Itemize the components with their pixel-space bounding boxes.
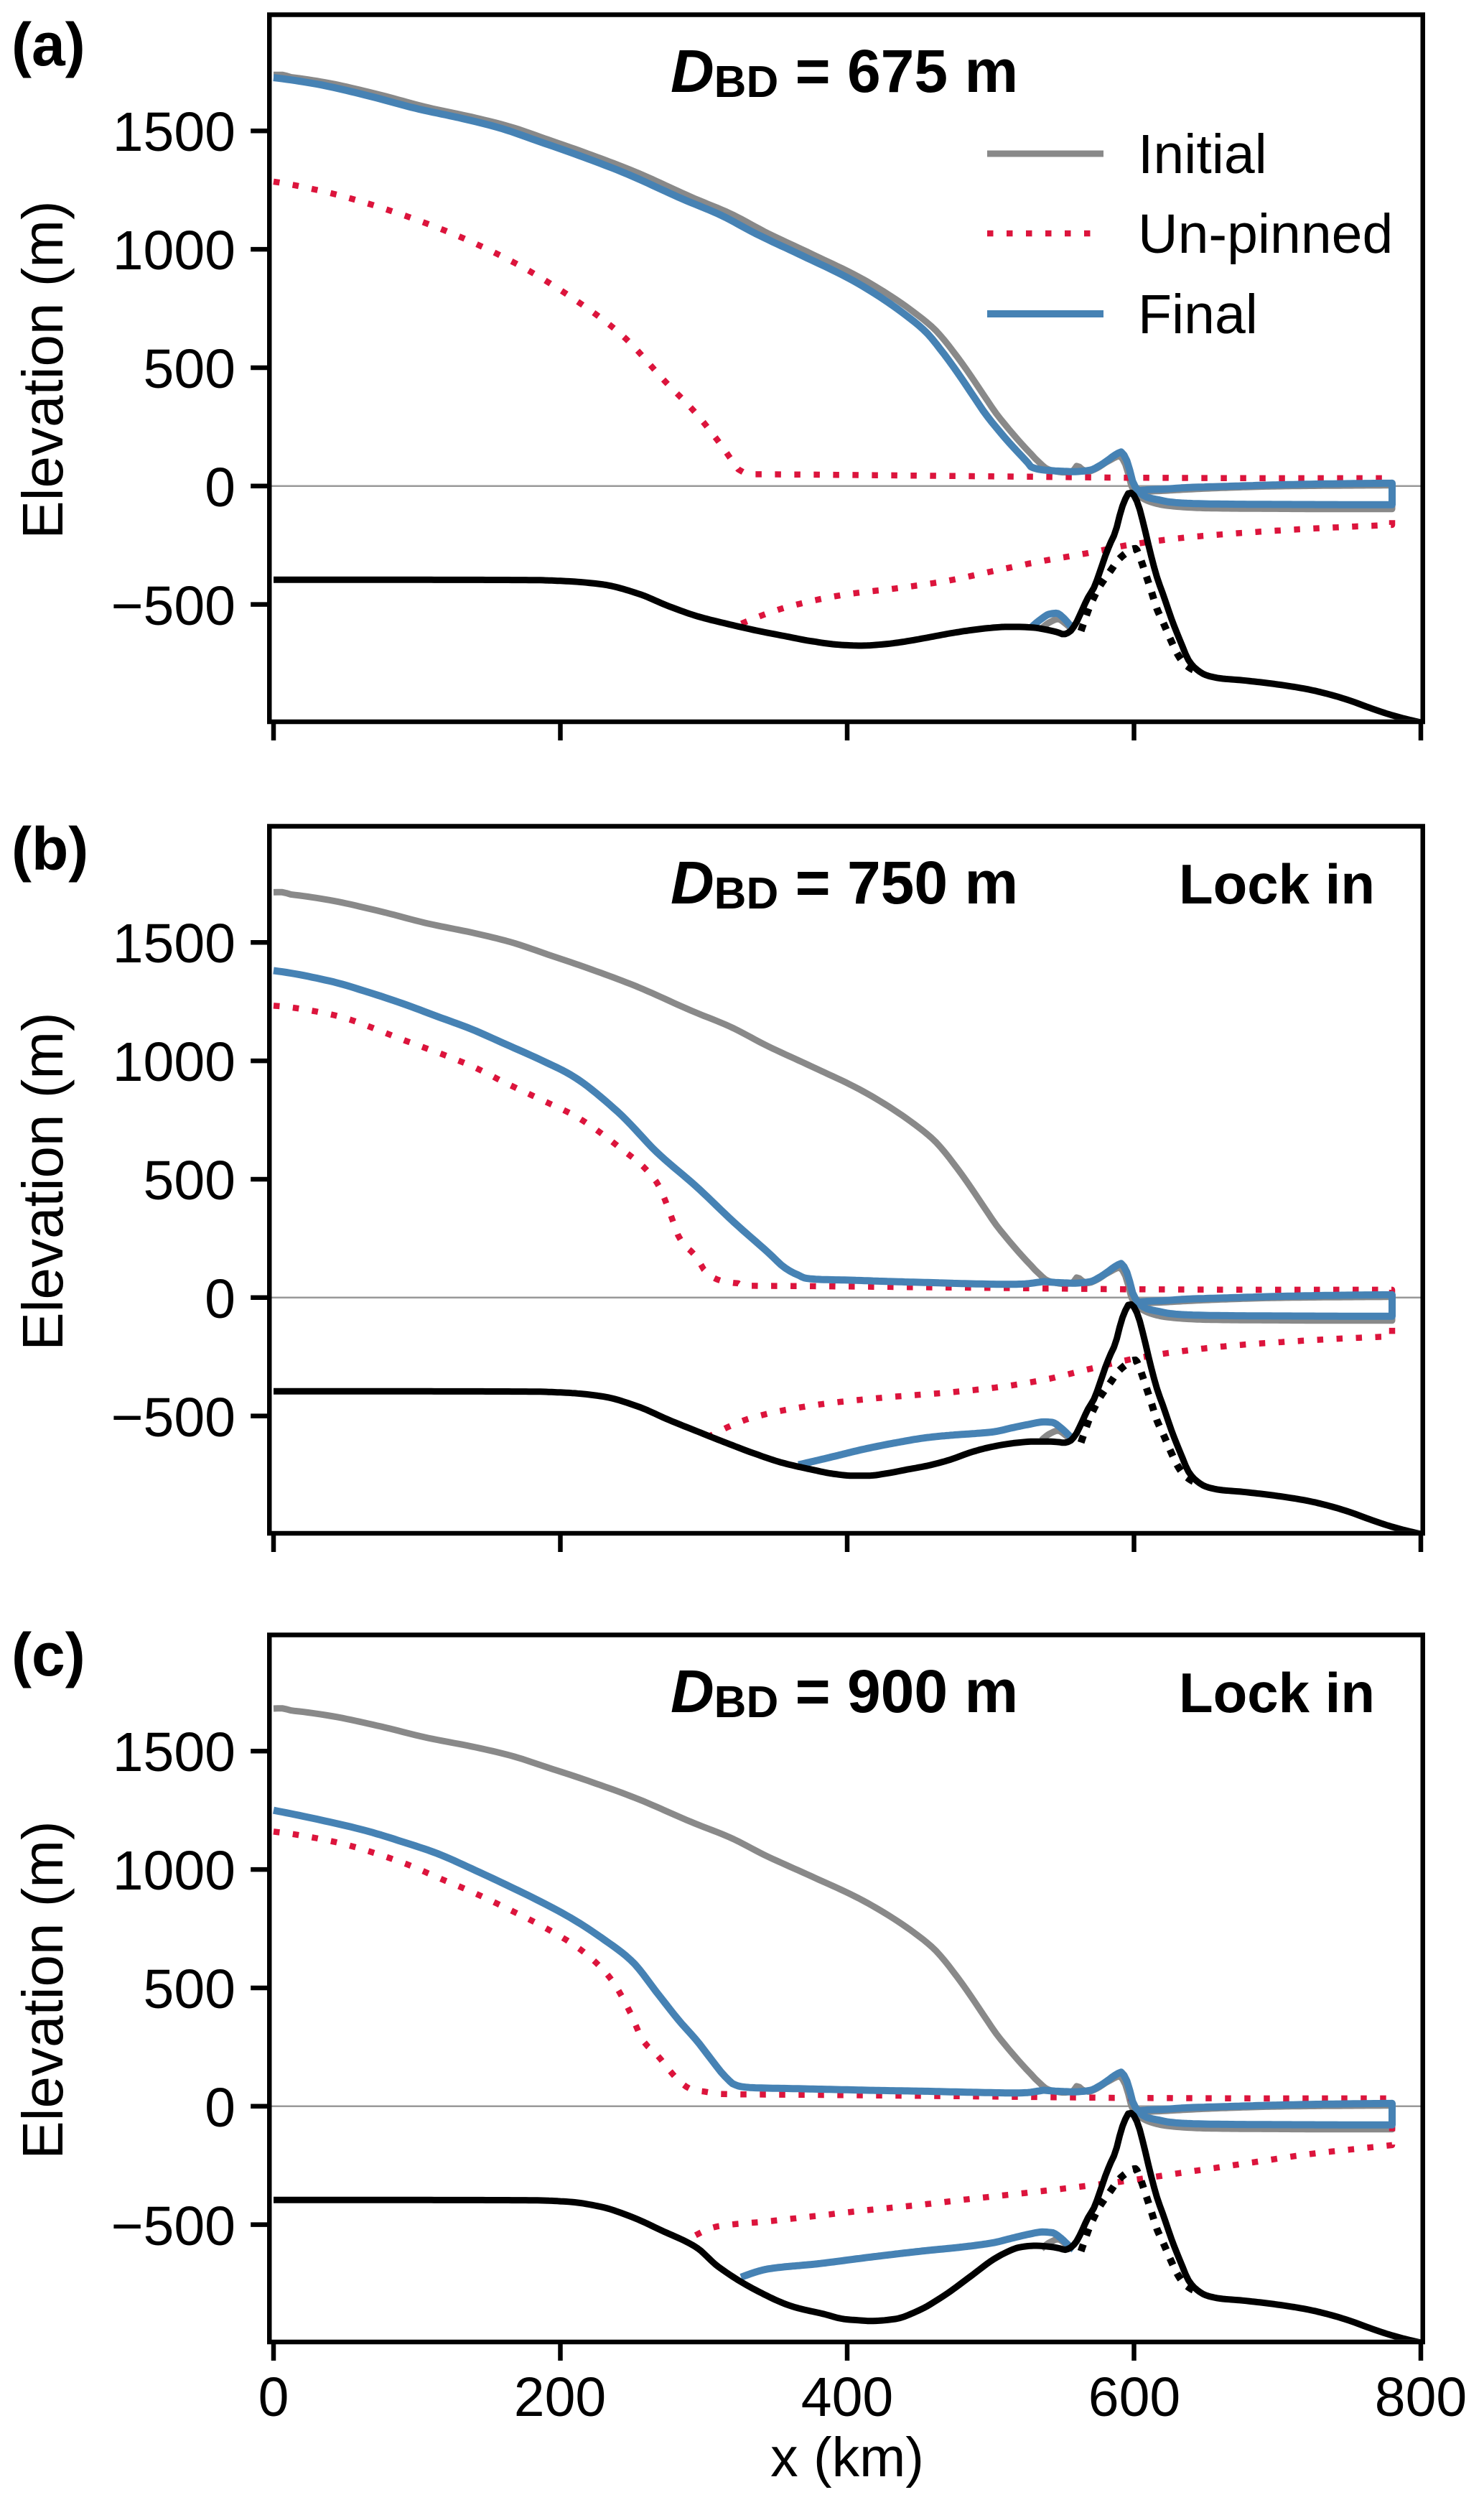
svg-text:1000: 1000 — [113, 1031, 235, 1093]
svg-text:600: 600 — [1088, 2366, 1180, 2428]
svg-text:Final: Final — [1138, 284, 1258, 345]
svg-text:Initial: Initial — [1138, 124, 1267, 185]
svg-text:400: 400 — [801, 2366, 893, 2428]
svg-text:1500: 1500 — [113, 101, 235, 163]
svg-text:(a): (a) — [11, 11, 85, 78]
svg-text:DBD = 900 m: DBD = 900 m — [671, 1658, 1018, 1727]
svg-text:0: 0 — [205, 1268, 235, 1330]
svg-text:−500: −500 — [111, 575, 235, 637]
svg-text:500: 500 — [144, 338, 235, 400]
svg-text:−500: −500 — [111, 1387, 235, 1449]
svg-text:0: 0 — [258, 2366, 289, 2428]
svg-text:500: 500 — [144, 1958, 235, 2020]
svg-text:Lock in: Lock in — [1179, 1661, 1375, 1724]
svg-text:Elevation (m): Elevation (m) — [11, 1012, 75, 1350]
svg-text:(b): (b) — [11, 815, 88, 883]
svg-text:−500: −500 — [111, 2195, 235, 2257]
svg-text:500: 500 — [144, 1150, 235, 1212]
svg-text:1500: 1500 — [113, 1721, 235, 1783]
svg-text:Lock in: Lock in — [1179, 852, 1375, 916]
svg-text:Un-pinned: Un-pinned — [1138, 203, 1393, 265]
svg-text:0: 0 — [205, 457, 235, 519]
svg-text:800: 800 — [1375, 2366, 1467, 2428]
svg-text:1500: 1500 — [113, 913, 235, 975]
svg-text:1000: 1000 — [113, 1840, 235, 1902]
svg-text:(c): (c) — [11, 1621, 85, 1688]
svg-text:DBD = 675 m: DBD = 675 m — [671, 37, 1018, 107]
svg-text:200: 200 — [514, 2366, 606, 2428]
svg-text:Elevation (m): Elevation (m) — [11, 1821, 75, 2159]
svg-text:Elevation (m): Elevation (m) — [11, 200, 75, 539]
svg-text:x (km): x (km) — [770, 2427, 924, 2488]
svg-text:DBD = 750 m: DBD = 750 m — [671, 849, 1018, 919]
svg-text:1000: 1000 — [113, 220, 235, 282]
svg-text:0: 0 — [205, 2077, 235, 2139]
